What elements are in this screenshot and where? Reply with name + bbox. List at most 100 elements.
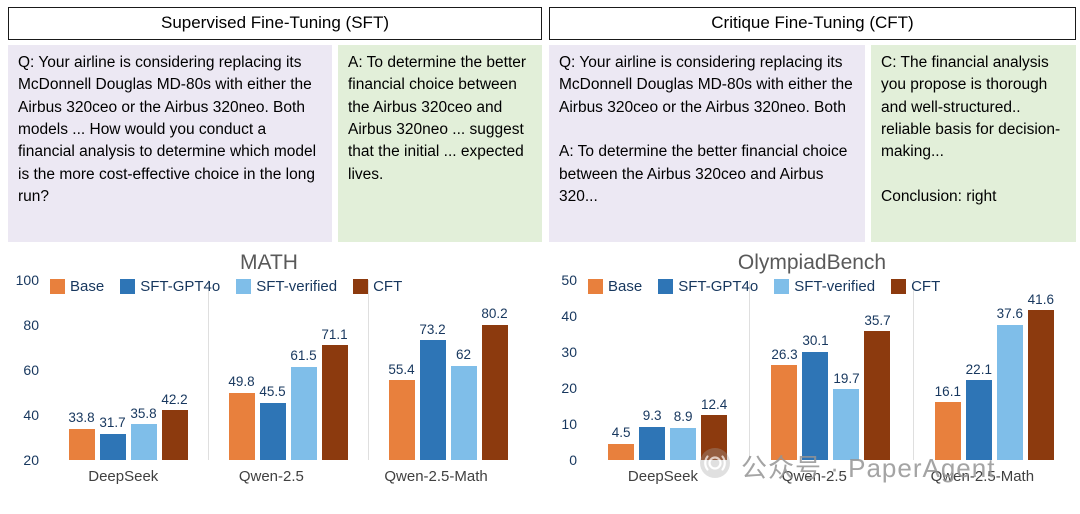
cft-panel-title: Critique Fine-Tuning (CFT) [549,7,1076,40]
math-x-axis-labels: DeepSeek Qwen-2.5 Qwen-2.5-Math [48,468,528,485]
legend-label: Base [608,278,643,295]
bar-SFT-GPT4o-Qwen-2.5-Math [419,340,446,460]
legend-item-SFT-verified: SFT-verified [774,278,875,295]
bar-group-Qwen-2.5: 49.8 45.5 61.5 71.1 [228,328,348,460]
cft-critique-box: C: The financial analysis you propose is… [871,45,1076,242]
bar-value-label: 9.3 [642,408,662,424]
bar-value-label: 71.1 [321,326,348,342]
legend-label: SFT-GPT4o [678,278,759,295]
bar-SFT-verified-Qwen-2.5 [833,389,860,460]
bar-value-label: 37.6 [996,306,1023,322]
bar-SFT-verified-DeepSeek [670,427,697,460]
y-tick-label: 50 [561,272,577,288]
bar-CFT-DeepSeek [161,410,188,460]
y-tick-label: 20 [23,452,39,468]
bar-value-label: 35.7 [864,312,891,328]
sft-panel-title: Supervised Fine-Tuning (SFT) [8,7,542,40]
x-category-label-Qwen-2.5: Qwen-2.5 [238,468,304,485]
olympiadbench-chart-title: OlympiadBench [737,251,887,274]
bar-value-label: 30.1 [802,333,829,349]
bar-Base-Qwen-2.5 [228,392,255,460]
legend-swatch [236,279,252,294]
watermark: 公众号 · PaperAgent [698,446,995,487]
legend-label: Base [70,278,105,295]
legend-label: CFT [373,278,403,295]
bar-SFT-GPT4o-Qwen-2.5 [802,351,829,460]
bar-slot: 71.1 [321,328,348,460]
bar-slot: 35.7 [864,314,891,460]
bar-value-label: 12.4 [701,396,728,412]
bar-slot: 42.2 [161,393,188,460]
legend-swatch [658,279,674,294]
bar-value-label: 80.2 [481,306,508,322]
bar-slot: 33.8 [68,411,95,460]
bar-value-label: 4.5 [611,425,631,441]
bar-SFT-verified-Qwen-2.5-Math [450,365,477,460]
legend-item-SFT-verified: SFT-verified [236,278,337,295]
olympiadbench-y-axis: 0 10 20 30 40 50 [548,273,586,467]
bar-value-label: 19.7 [833,370,860,386]
sft-answer-box: A: To determine the better financial cho… [338,45,542,242]
olympiadbench-legend: Base SFT-GPT4o SFT-verified CFT [588,278,940,295]
bar-group-Qwen-2.5-Math: 55.4 73.2 62 80.2 [388,307,508,460]
bar-CFT-Qwen-2.5-Math [481,324,508,460]
math-chart-title: MATH [240,251,298,274]
math-chart: MATH 20 40 60 80 100 Base SFT-GPT4o SFT-verifi… [10,251,528,485]
cft-panel-boxes: Q: Your airline is considering replacing… [549,45,1076,242]
bar-slot: 61.5 [290,349,317,460]
bar-SFT-GPT4o-DeepSeek [639,426,666,460]
legend-swatch [50,279,65,294]
legend-item-CFT: CFT [353,278,402,295]
bar-slot: 19.7 [833,372,860,460]
bar-CFT-Qwen-2.5-Math [1027,310,1054,460]
bar-Base-Qwen-2.5-Math [934,402,961,460]
y-tick-label: 20 [561,380,577,396]
bar-slot: 4.5 [608,426,635,460]
bar-value-label: 61.5 [290,348,317,364]
cft-panel: Critique Fine-Tuning (CFT) Q: Your airli… [549,7,1076,242]
legend-item-Base: Base [588,278,642,295]
y-tick-label: 10 [561,416,577,432]
bar-Base-Qwen-2.5 [771,365,798,460]
math-plot-area: Base SFT-GPT4o SFT-verified CFT 33.8 31.7 35.… [48,278,528,460]
legend-swatch [353,279,369,294]
bar-SFT-GPT4o-Qwen-2.5 [259,402,286,460]
olympiadbench-chart: OlympiadBench 0 10 20 30 40 50 Base SFT-GPT4o S… [548,251,1076,485]
bar-value-label: 55.4 [388,361,415,377]
legend-swatch [774,279,790,294]
bar-value-label: 41.6 [1027,291,1054,307]
bar-slot: 80.2 [481,307,508,460]
cft-question-answer-box: Q: Your airline is considering replacing… [549,45,865,242]
bar-SFT-verified-DeepSeek [130,424,157,460]
bar-group-DeepSeek: 4.5 9.3 8.9 12.4 [608,398,727,460]
sft-panel: Supervised Fine-Tuning (SFT) Q: Your air… [8,7,542,242]
group-separator-line [207,280,209,460]
bar-SFT-GPT4o-Qwen-2.5-Math [965,380,992,460]
bar-slot: 49.8 [228,375,255,460]
bar-value-label: 8.9 [673,409,693,425]
legend-label: SFT-GPT4o [140,278,221,295]
bar-slot: 41.6 [1027,293,1054,460]
bar-SFT-verified-Qwen-2.5 [290,366,317,460]
legend-item-CFT: CFT [891,278,940,295]
group-separator-line [749,280,751,460]
bar-value-label: 26.3 [771,346,798,362]
olympiadbench-plot-area: Base SFT-GPT4o SFT-verified CFT 4.5 9.3 8.9 12… [586,278,1076,460]
x-category-label-DeepSeek: DeepSeek [627,468,698,485]
bar-slot: 73.2 [419,323,446,460]
legend-item-SFT-GPT4o: SFT-GPT4o [120,278,220,295]
bar-CFT-Qwen-2.5 [864,331,891,460]
bar-value-label: 42.2 [161,391,188,407]
math-y-axis: 20 40 60 80 100 [10,273,48,467]
bar-value-label: 35.8 [130,405,157,421]
bar-value-label: 73.2 [419,321,446,337]
bar-CFT-Qwen-2.5 [321,345,348,460]
y-tick-label: 0 [569,452,577,468]
bar-Base-Qwen-2.5-Math [388,380,415,460]
legend-item-SFT-GPT4o: SFT-GPT4o [658,278,758,295]
y-tick-label: 100 [15,272,39,288]
bar-slot: 26.3 [771,348,798,460]
bar-value-label: 49.8 [228,374,255,390]
bar-slot: 62 [450,348,477,460]
bar-slot: 35.8 [130,407,157,460]
